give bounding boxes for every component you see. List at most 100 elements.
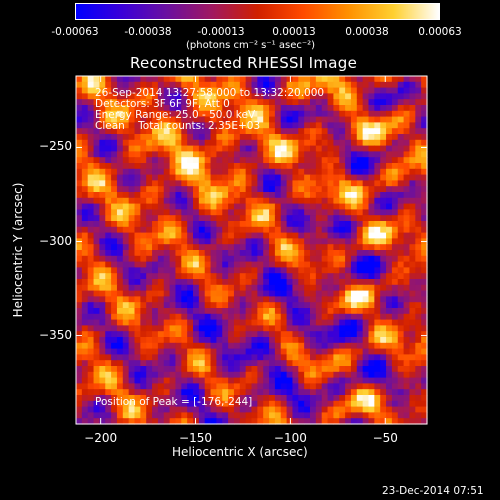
heatmap-cell	[327, 255, 334, 263]
heatmap-cell	[263, 342, 270, 350]
heatmap-cell	[380, 226, 387, 234]
heatmap-cell	[286, 267, 294, 274]
heatmap-cell	[356, 400, 364, 408]
heatmap-cell	[310, 221, 317, 228]
heatmap-cell	[269, 203, 276, 210]
heatmap-cell	[210, 290, 217, 297]
heatmap-cell	[163, 296, 171, 303]
heatmap-cell	[81, 412, 89, 419]
heatmap-cell	[304, 139, 311, 147]
heatmap-cell	[397, 348, 405, 355]
heatmap-cell	[356, 232, 364, 239]
heatmap-cell	[274, 186, 282, 193]
heatmap-cell	[193, 400, 200, 408]
heatmap-cell	[175, 168, 182, 176]
heatmap-cell	[409, 186, 416, 193]
heatmap-cell	[380, 163, 387, 170]
heatmap-cell	[76, 400, 83, 408]
heatmap-cell	[152, 406, 159, 413]
heatmap-cell	[345, 244, 352, 251]
heatmap-cell	[280, 122, 288, 129]
heatmap-cell	[315, 238, 323, 245]
heatmap-cell	[93, 279, 100, 286]
heatmap-cell	[157, 238, 165, 245]
heatmap-cell	[292, 134, 299, 141]
heatmap-cell	[216, 134, 223, 141]
heatmap-cell	[87, 348, 95, 355]
heatmap-cell	[251, 93, 258, 100]
heatmap-cell	[286, 284, 294, 292]
heatmap-cell	[146, 151, 153, 158]
heatmap-cell	[333, 215, 340, 222]
heatmap-cell	[356, 319, 364, 326]
heatmap-cell	[210, 87, 217, 94]
heatmap-cell	[415, 395, 422, 402]
heatmap-cell	[245, 226, 253, 234]
heatmap-cell	[257, 371, 264, 379]
heatmap-cell	[298, 319, 305, 326]
heatmap-cell	[257, 348, 264, 355]
heatmap-cell	[81, 215, 89, 222]
heatmap-cell	[269, 337, 276, 344]
heatmap-cell	[421, 209, 428, 216]
heatmap-cell	[175, 76, 182, 83]
heatmap-cell	[257, 395, 264, 402]
heatmap-cell	[122, 197, 130, 205]
heatmap-cell	[304, 395, 311, 402]
heatmap-cell	[216, 255, 223, 263]
heatmap-cell	[163, 244, 171, 251]
heatmap-cell	[146, 232, 153, 239]
heatmap-cell	[386, 418, 393, 425]
heatmap-cell	[93, 232, 100, 239]
heatmap-cell	[233, 110, 241, 118]
heatmap-cell	[210, 296, 217, 303]
heatmap-cell	[315, 348, 323, 355]
heatmap-cell	[163, 197, 171, 205]
heatmap-cell	[157, 302, 165, 309]
heatmap-cell	[274, 151, 282, 158]
heatmap-cell	[380, 197, 387, 205]
heatmap-cell	[327, 110, 334, 118]
heatmap-cell	[403, 255, 411, 263]
heatmap-cell	[175, 110, 182, 118]
heatmap-cell	[274, 284, 282, 292]
heatmap-cell	[210, 354, 217, 361]
heatmap-cell	[81, 151, 89, 158]
heatmap-cell	[187, 226, 194, 234]
heatmap-cell	[163, 395, 171, 402]
heatmap-cell	[280, 377, 288, 384]
heatmap-cell	[356, 174, 364, 181]
heatmap-cell	[152, 296, 159, 303]
heatmap-cell	[315, 76, 323, 83]
heatmap-cell	[356, 371, 364, 379]
heatmap-cell	[321, 145, 329, 152]
heatmap-cell	[327, 116, 334, 123]
heatmap-cell	[368, 319, 375, 326]
heatmap-cell	[362, 383, 370, 390]
heatmap-cell	[415, 76, 422, 83]
y-tick-label: −250	[39, 139, 72, 154]
heatmap-cell	[350, 290, 358, 297]
heatmap-cell	[327, 354, 334, 361]
heatmap-cell	[333, 377, 340, 384]
heatmap-cell	[134, 157, 141, 164]
heatmap-cell	[93, 76, 100, 83]
heatmap-cell	[216, 406, 223, 413]
heatmap-cell	[76, 418, 83, 425]
heatmap-cell	[292, 209, 299, 216]
heatmap-cell	[198, 366, 206, 373]
heatmap-cell	[333, 168, 340, 176]
heatmap-cell	[298, 157, 305, 164]
heatmap-cell	[409, 163, 416, 170]
heatmap-cell	[263, 215, 270, 222]
heatmap-cell	[315, 128, 323, 135]
heatmap-cell	[210, 81, 217, 89]
heatmap-cell	[310, 238, 317, 245]
heatmap-cell	[239, 406, 247, 413]
heatmap-cell	[233, 99, 241, 106]
heatmap-cell	[152, 244, 159, 251]
heatmap-cell	[216, 371, 223, 379]
heatmap-cell	[233, 116, 241, 123]
heatmap-cell	[362, 238, 370, 245]
heatmap-cell	[198, 226, 206, 234]
